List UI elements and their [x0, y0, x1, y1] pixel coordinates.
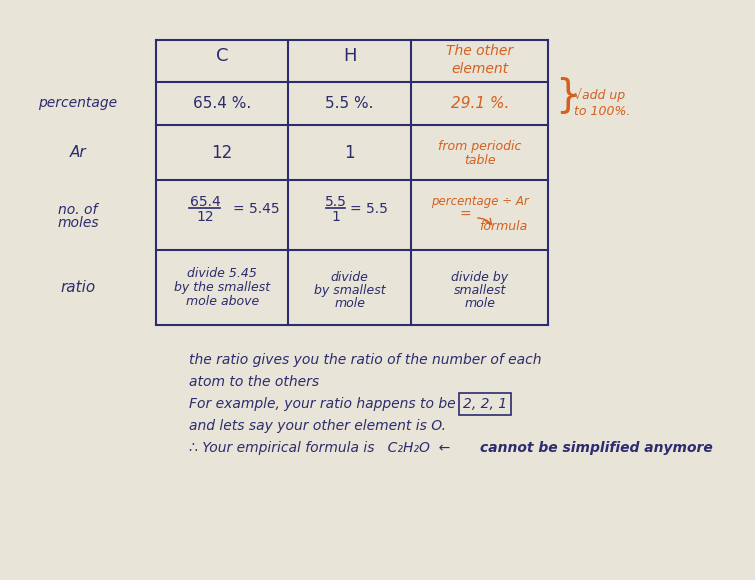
Text: formula: formula [479, 220, 528, 234]
Text: Ar: Ar [69, 145, 86, 160]
Text: by smallest: by smallest [314, 284, 386, 297]
Text: table: table [464, 154, 495, 167]
Text: element: element [451, 62, 508, 76]
Text: C: C [216, 47, 228, 65]
Text: no. of: no. of [58, 203, 97, 217]
Text: divide: divide [331, 271, 368, 284]
Text: from periodic: from periodic [438, 140, 522, 153]
Text: 65.4 %.: 65.4 %. [193, 96, 251, 111]
Text: 1: 1 [344, 143, 355, 161]
Text: 29.1 %.: 29.1 %. [451, 96, 509, 111]
Text: to 100%.: to 100%. [574, 105, 630, 118]
Text: 12: 12 [211, 143, 233, 161]
Text: mole: mole [464, 297, 495, 310]
Text: percentage: percentage [39, 96, 118, 111]
Text: percentage ÷ Ar: percentage ÷ Ar [431, 194, 528, 208]
Text: 1: 1 [331, 210, 340, 224]
Text: 2, 2, 1: 2, 2, 1 [463, 397, 507, 411]
Text: ∴ Your empirical formula is   C₂H₂O  ←: ∴ Your empirical formula is C₂H₂O ← [189, 441, 450, 455]
Text: by the smallest: by the smallest [174, 281, 270, 294]
Text: the ratio gives you the ratio of the number of each: the ratio gives you the ratio of the num… [189, 353, 541, 367]
Text: mole above: mole above [186, 295, 259, 308]
Text: The other: The other [446, 44, 513, 58]
Text: 65.4: 65.4 [190, 195, 220, 209]
Text: }: } [555, 77, 580, 114]
Text: and lets say your other element is O.: and lets say your other element is O. [189, 419, 446, 433]
Text: smallest: smallest [454, 284, 506, 297]
Text: divide by: divide by [451, 271, 508, 284]
Text: cannot be simplified anymore: cannot be simplified anymore [480, 441, 713, 455]
Text: atom to the others: atom to the others [189, 375, 319, 389]
Text: H: H [343, 47, 356, 65]
Text: divide 5.45: divide 5.45 [187, 267, 257, 280]
Text: 5.5: 5.5 [325, 195, 347, 209]
Text: For example, your ratio happens to be: For example, your ratio happens to be [189, 397, 456, 411]
Text: ratio: ratio [60, 280, 96, 295]
Text: = 5.45: = 5.45 [233, 202, 280, 216]
Text: =: = [460, 208, 471, 222]
Text: mole: mole [334, 297, 365, 310]
Text: 12: 12 [196, 210, 214, 224]
Text: 5.5 %.: 5.5 %. [325, 96, 374, 111]
Text: = 5.5: = 5.5 [350, 202, 387, 216]
Text: moles: moles [57, 216, 99, 230]
Text: √add up: √add up [574, 89, 625, 102]
